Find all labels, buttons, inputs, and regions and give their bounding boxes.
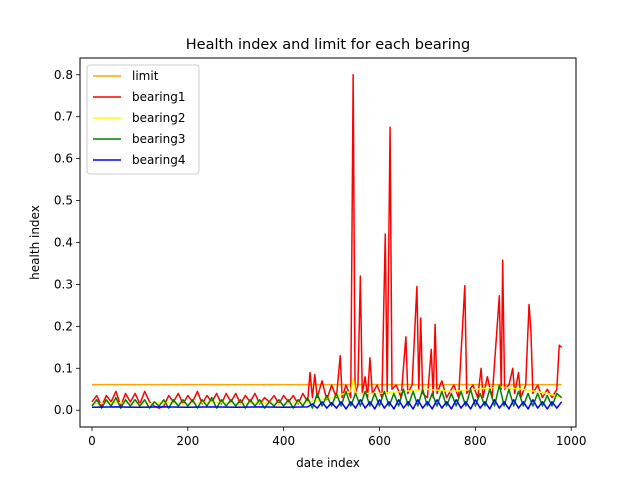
legend-box xyxy=(86,64,200,175)
y-tick-label: 0.1 xyxy=(54,361,73,375)
legend-label-limit: limit xyxy=(132,69,159,83)
x-tick-label: 800 xyxy=(464,434,487,448)
y-tick-label: 0.6 xyxy=(54,152,73,166)
legend-label-bearing3: bearing3 xyxy=(132,132,185,146)
y-tick-label: 0.2 xyxy=(54,319,73,333)
y-axis-label: health index xyxy=(28,205,42,280)
chart-title: Health index and limit for each bearing xyxy=(186,37,470,53)
legend: limit bearing1 bearing2 bearing3 bearing4 xyxy=(86,64,200,175)
x-axis-label: date index xyxy=(296,456,360,470)
x-tick-label: 1000 xyxy=(556,434,587,448)
x-tick-label: 600 xyxy=(368,434,391,448)
x-tick-label: 200 xyxy=(176,434,199,448)
plot-area xyxy=(91,74,563,410)
legend-label-bearing1: bearing1 xyxy=(132,90,185,104)
legend-label-bearing4: bearing4 xyxy=(132,153,185,167)
y-tick-label: 0.0 xyxy=(54,403,73,417)
series-line-bearing4 xyxy=(91,398,563,410)
y-tick-label: 0.8 xyxy=(54,68,73,82)
axis-ticks: 0 200 400 600 800 1000 0.0 0.1 0.2 0.3 0.4 0.5 0.6 0.… xyxy=(54,68,587,448)
x-tick-label: 0 xyxy=(88,434,96,448)
x-tick-label: 400 xyxy=(272,434,295,448)
y-tick-label: 0.3 xyxy=(54,277,73,291)
y-tick-label: 0.7 xyxy=(54,110,73,124)
legend-label-bearing2: bearing2 xyxy=(132,111,185,125)
series-line-bearing3 xyxy=(91,384,563,409)
y-tick-label: 0.4 xyxy=(54,236,73,250)
y-tick-label: 0.5 xyxy=(54,194,73,208)
